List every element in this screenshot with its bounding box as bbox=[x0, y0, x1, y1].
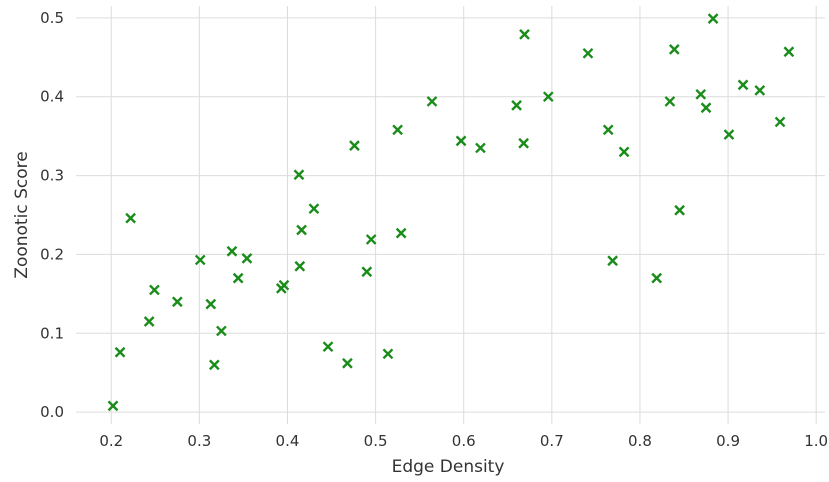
scatter-point bbox=[395, 227, 407, 239]
data-points bbox=[107, 13, 795, 412]
x-tick-labels: 0.2 0.3 0.4 0.5 0.6 0.7 0.8 0.9 1.0 bbox=[99, 432, 828, 450]
scatter-point bbox=[518, 137, 529, 149]
scatter-point bbox=[607, 255, 618, 267]
x-tick-label: 0.6 bbox=[452, 432, 476, 450]
scatter-point bbox=[695, 88, 707, 100]
scatter-point bbox=[296, 224, 307, 236]
scatter-point bbox=[294, 260, 306, 272]
scatter-point bbox=[293, 169, 305, 181]
scatter-point bbox=[707, 13, 719, 24]
x-tick-label: 0.4 bbox=[276, 432, 300, 450]
x-tick-label: 0.7 bbox=[540, 432, 564, 450]
scatter-point bbox=[114, 346, 126, 358]
x-axis-label: Edge Density bbox=[392, 457, 505, 477]
scatter-point bbox=[125, 212, 136, 224]
y-tick-labels: 0.0 0.1 0.2 0.3 0.4 0.5 bbox=[40, 9, 64, 421]
y-tick-label: 0.0 bbox=[40, 403, 64, 421]
scatter-point bbox=[602, 124, 614, 136]
scatter-point bbox=[194, 254, 206, 266]
scatter-point bbox=[107, 400, 119, 412]
scatter-point bbox=[392, 124, 403, 136]
scatter-point bbox=[241, 253, 253, 264]
scatter-point bbox=[322, 341, 334, 353]
scatter-point bbox=[216, 325, 227, 337]
scatter-point bbox=[226, 245, 238, 257]
scatter-point bbox=[723, 129, 735, 140]
y-tick-label: 0.5 bbox=[40, 9, 64, 27]
scatter-point bbox=[382, 348, 394, 360]
scatter-point bbox=[519, 29, 530, 40]
y-tick-label: 0.2 bbox=[40, 245, 64, 263]
x-tick-label: 0.8 bbox=[628, 432, 652, 450]
scatter-point bbox=[278, 279, 290, 291]
scatter-point bbox=[349, 140, 360, 151]
scatter-point bbox=[774, 116, 786, 128]
scatter-point bbox=[754, 85, 766, 96]
scatter-point bbox=[674, 204, 685, 216]
scatter-point bbox=[511, 100, 522, 111]
scatter-point bbox=[308, 203, 320, 215]
scatter-point bbox=[171, 296, 183, 308]
scatter-point bbox=[664, 96, 676, 107]
scatter-point bbox=[426, 96, 438, 107]
y-tick-label: 0.4 bbox=[40, 88, 64, 106]
x-tick-label: 0.3 bbox=[187, 432, 211, 450]
scatter-point bbox=[342, 357, 353, 369]
scatter-point bbox=[700, 102, 712, 114]
x-tick-label: 1.0 bbox=[804, 432, 828, 450]
scatter-point bbox=[668, 44, 680, 55]
scatter-point bbox=[143, 316, 155, 327]
scatter-point bbox=[208, 359, 220, 371]
scatter-point bbox=[205, 298, 217, 310]
y-tick-label: 0.3 bbox=[40, 167, 64, 185]
scatter-point bbox=[455, 135, 467, 147]
x-tick-label: 0.2 bbox=[99, 432, 123, 450]
scatter-point bbox=[783, 46, 795, 58]
scatter-point bbox=[737, 79, 749, 91]
scatter-point bbox=[582, 47, 594, 59]
scatter-point bbox=[149, 284, 160, 296]
y-axis-label: Zoonotic Score bbox=[12, 151, 32, 278]
scatter-point bbox=[361, 266, 373, 278]
x-tick-label: 0.5 bbox=[364, 432, 388, 450]
y-tick-label: 0.1 bbox=[40, 324, 64, 342]
scatter-point bbox=[618, 146, 630, 158]
scatter-point bbox=[542, 91, 554, 103]
grid bbox=[76, 6, 825, 424]
scatter-point bbox=[232, 272, 244, 284]
scatter-point bbox=[365, 234, 377, 245]
x-tick-label: 0.9 bbox=[716, 432, 740, 450]
scatter-point bbox=[651, 272, 663, 284]
scatter-point bbox=[475, 142, 486, 154]
